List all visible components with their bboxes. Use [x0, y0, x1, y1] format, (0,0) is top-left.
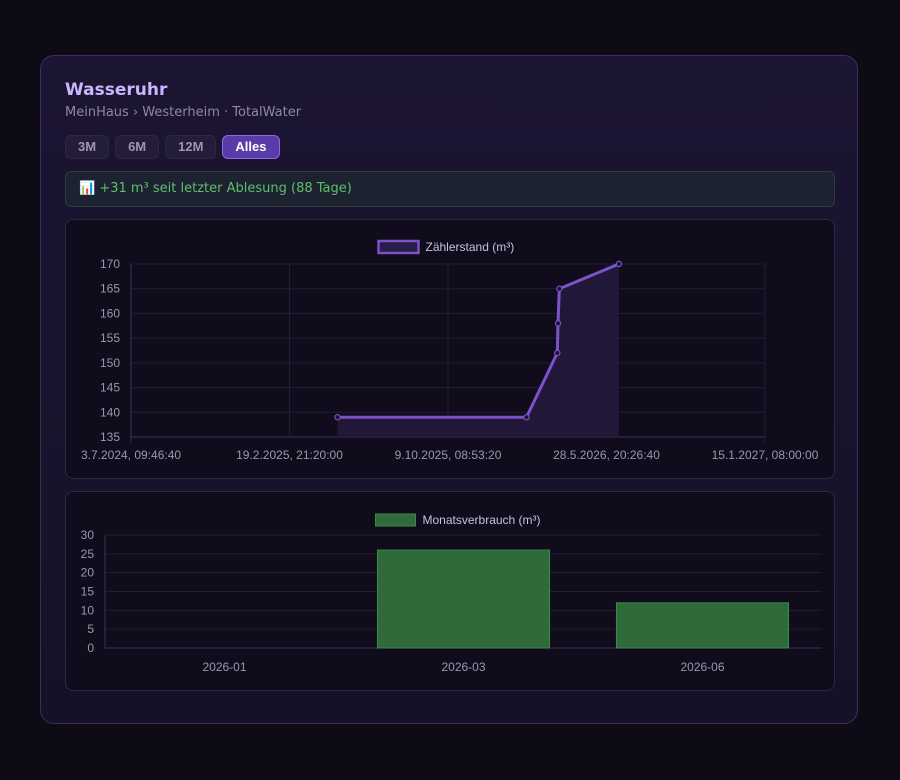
y-tick-label: 5 [87, 622, 94, 636]
x-tick-label: 3.7.2024, 09:46:40 [81, 448, 181, 462]
y-tick-label: 0 [87, 641, 94, 655]
consumption-info: 📊 +31 m³ seit letzter Ablesung (88 Tage) [65, 171, 835, 207]
monthly-consumption-chart-panel: 0 5 10 15 20 25 30 Monatsverbrauch (m³) 2026-01 2… [65, 491, 835, 691]
legend-swatch [377, 239, 420, 255]
y-tick-label: 155 [100, 331, 120, 345]
range-button-all[interactable]: Alles [222, 135, 280, 159]
range-button-12m[interactable]: 12M [165, 135, 217, 159]
data-point [334, 414, 341, 421]
monthly-consumption-chart: 0 5 10 15 20 25 30 Monatsverbrauch (m³) 2026-01 2… [81, 513, 822, 674]
legend-label: Zählerstand (m³) [426, 240, 515, 254]
page-title: Wasseruhr [65, 80, 168, 100]
data-point [556, 285, 563, 292]
range-selector: 3M 6M 12M Alles [65, 135, 280, 159]
water-meter-card: Wasseruhr MeinHaus › Westerheim · TotalW… [40, 55, 858, 724]
x-tick-label: 9.10.2025, 08:53:20 [395, 448, 502, 462]
y-tick-label: 160 [100, 306, 120, 320]
y-tick-label: 140 [100, 405, 120, 419]
data-point [554, 320, 562, 327]
x-tick-label: 28.5.2026, 20:26:40 [553, 448, 660, 462]
y-tick-label: 170 [100, 257, 120, 271]
consumption-info-text: +31 m³ seit letzter Ablesung (88 Tage) [99, 181, 352, 196]
legend-label: Monatsverbrauch (m³) [423, 513, 541, 527]
range-button-6m[interactable]: 6M [115, 135, 160, 159]
bar-chart-icon: 📊 [79, 181, 96, 196]
data-point [554, 349, 561, 357]
meter-reading-chart-panel: 135 140 145 150 155 160 165 170 3.7.2024, 09:46:… [65, 219, 835, 479]
y-tick-label: 15 [81, 585, 95, 599]
bar [615, 602, 790, 649]
x-tick-label: 19.2.2025, 21:20:00 [236, 448, 343, 462]
breadcrumb: MeinHaus › Westerheim · TotalWater [65, 105, 302, 120]
x-tick-label: 2026-01 [202, 660, 246, 674]
y-tick-label: 165 [100, 282, 120, 296]
x-tick-label: 2026-06 [680, 660, 724, 674]
y-tick-label: 145 [100, 381, 120, 395]
data-point [523, 414, 530, 421]
meter-reading-chart: 135 140 145 150 155 160 165 170 3.7.2024, 09:46:… [81, 239, 819, 462]
x-tick-label: 2026-03 [441, 660, 485, 674]
y-tick-label: 10 [81, 603, 95, 617]
x-tick-label: 15.1.2027, 08:00:00 [712, 448, 819, 462]
series-line [337, 262, 620, 419]
y-tick-label: 25 [81, 547, 95, 561]
y-tick-label: 20 [81, 566, 95, 580]
series-area [337, 264, 619, 437]
legend-swatch [375, 513, 416, 527]
bar [376, 549, 551, 649]
data-point [615, 260, 623, 268]
y-tick-label: 150 [100, 356, 120, 370]
y-tick-label: 135 [100, 430, 120, 444]
y-tick-label: 30 [81, 528, 95, 542]
range-button-3m[interactable]: 3M [65, 135, 110, 159]
